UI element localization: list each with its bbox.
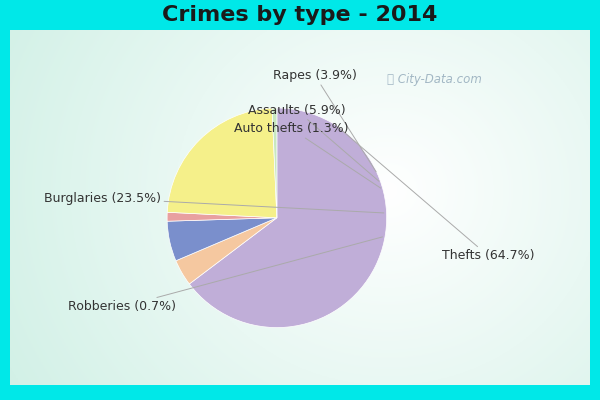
Text: Thefts (64.7%): Thefts (64.7%) [338, 127, 535, 262]
Text: Crimes by type - 2014: Crimes by type - 2014 [163, 5, 437, 25]
Text: Robberies (0.7%): Robberies (0.7%) [68, 237, 382, 313]
Text: Assaults (5.9%): Assaults (5.9%) [248, 104, 379, 181]
Text: Auto thefts (1.3%): Auto thefts (1.3%) [234, 122, 380, 188]
Wedge shape [190, 108, 386, 328]
Wedge shape [167, 108, 277, 218]
Wedge shape [167, 218, 277, 261]
Wedge shape [272, 108, 277, 218]
Text: ⓘ City-Data.com: ⓘ City-Data.com [386, 73, 481, 86]
Wedge shape [176, 218, 277, 284]
Wedge shape [167, 212, 277, 221]
Text: Burglaries (23.5%): Burglaries (23.5%) [44, 192, 384, 213]
Text: Rapes (3.9%): Rapes (3.9%) [273, 69, 376, 172]
